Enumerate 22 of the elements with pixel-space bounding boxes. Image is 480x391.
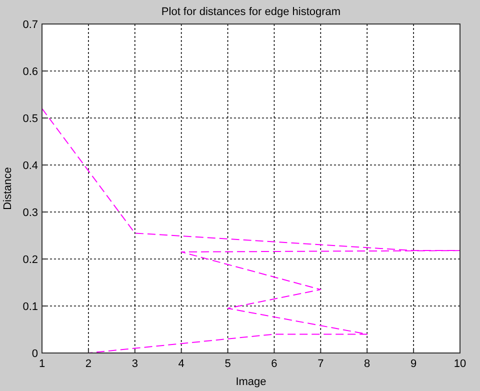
x-tick-label: 10: [454, 358, 466, 370]
x-tick-label: 4: [178, 358, 184, 370]
x-tick-label: 3: [132, 358, 138, 370]
x-tick-label: 2: [85, 358, 92, 370]
y-tick-label: 0.6: [22, 66, 38, 78]
y-tick-label: 0.7: [22, 19, 38, 31]
x-tick-label: 9: [410, 358, 417, 370]
x-tick-label: 6: [271, 358, 278, 370]
y-tick-label: 0.2: [22, 254, 38, 266]
y-tick-label: 0: [32, 348, 38, 360]
y-tick-label: 0.5: [22, 113, 38, 125]
x-tick-label: 1: [38, 358, 46, 370]
line-series: [42, 108, 460, 354]
x-tick-label: 7: [318, 358, 324, 370]
y-tick-label: 0.3: [22, 207, 38, 219]
y-axis-title: Distance: [2, 167, 14, 210]
y-tick-label: 0.1: [22, 301, 38, 313]
x-tick-label: 5: [224, 358, 231, 370]
y-tick-label: 0.4: [22, 160, 38, 172]
x-axis-title: Image: [236, 376, 266, 388]
x-tick-label: 8: [364, 358, 370, 370]
chart-title: Plot for distances for edge histogram: [161, 6, 341, 18]
